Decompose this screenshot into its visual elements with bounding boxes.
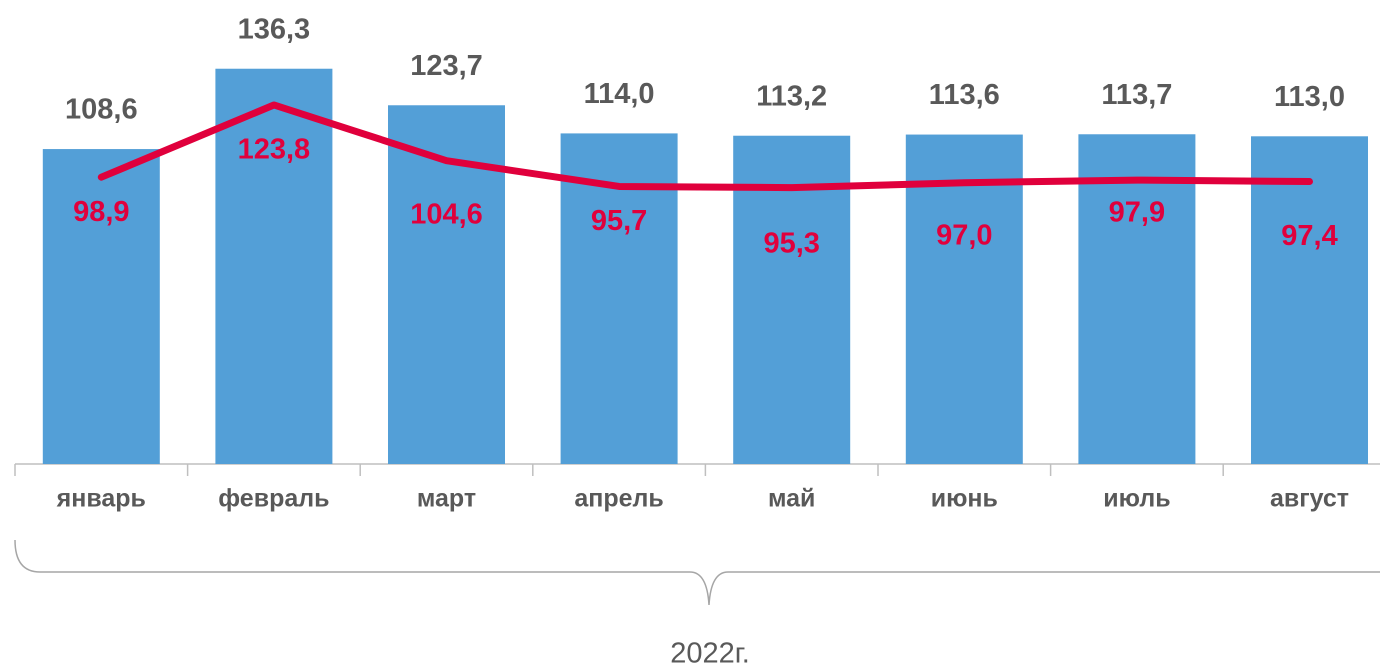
bar-value-label: 108,6 <box>65 94 138 126</box>
line-value-label: 97,4 <box>1281 220 1337 252</box>
bar-value-label: 113,7 <box>1101 79 1172 111</box>
bar-value-label: 123,7 <box>410 50 483 82</box>
group-brace <box>14 539 1380 606</box>
line-value-label: 95,7 <box>591 205 647 237</box>
x-tick-label: июль <box>1103 485 1170 513</box>
line-value-label: 95,3 <box>763 227 819 259</box>
bar-value-label: 113,6 <box>929 79 1000 111</box>
line <box>97 101 1313 192</box>
x-tick-label: февраль <box>218 485 329 513</box>
bar <box>215 68 333 464</box>
line-value-label: 97,9 <box>1109 197 1165 229</box>
line-value-label: 123,8 <box>238 134 311 166</box>
x-tick-label: апрель <box>574 485 663 513</box>
bar <box>905 134 1023 464</box>
x-tick-label: июнь <box>931 485 998 513</box>
line-value-label: 104,6 <box>410 198 483 230</box>
bar-value-label: 113,0 <box>1274 81 1345 113</box>
bar-value-label: 114,0 <box>584 78 655 110</box>
bar-value-label: 136,3 <box>238 13 311 45</box>
x-tick-label: май <box>768 485 815 513</box>
bar-value-label: 113,2 <box>756 80 827 112</box>
x-tick-label: август <box>1270 485 1349 513</box>
bar <box>1251 136 1368 465</box>
bar <box>42 149 160 464</box>
line-value-label: 98,9 <box>73 196 129 228</box>
group-label: 2022г. <box>670 638 750 670</box>
line-value-label: 97,0 <box>936 219 992 251</box>
x-tick-label: март <box>417 485 476 513</box>
bar <box>1078 134 1196 464</box>
x-tick-label: январь <box>56 485 146 513</box>
